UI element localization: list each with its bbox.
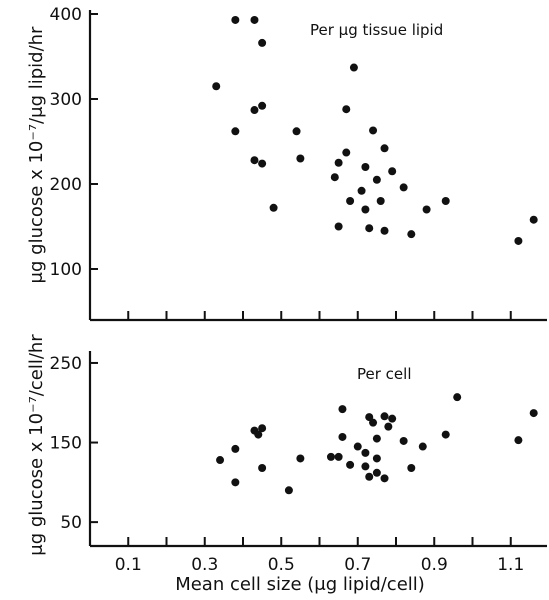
data-point (380, 226, 389, 235)
data-point (365, 472, 374, 481)
data-point (326, 452, 335, 461)
data-point (342, 148, 351, 157)
data-point (296, 154, 305, 163)
panel-per-cell: 50 150 250 0.1 0.3 0.5 0.7 0.9 1.1 Per cell μg glu… (26, 334, 547, 595)
data-point (372, 454, 381, 463)
panel-annotation: Per cell (357, 365, 412, 383)
data-point (399, 436, 408, 445)
y-axis-title: μg glucose x 10⁻⁷/cell/hr (26, 334, 47, 556)
y-axis-title: μg glucose x 10⁻⁷/μg lipid/hr (26, 26, 47, 284)
y-tick-label: 150 (50, 434, 82, 454)
data-point (380, 474, 389, 483)
data-point (212, 82, 221, 91)
data-point (269, 203, 278, 212)
data-point (388, 414, 397, 423)
data-point (258, 159, 267, 168)
data-point (376, 197, 385, 205)
x-tick-label: 1.1 (497, 555, 524, 575)
x-axis-title: Mean cell size (μg lipid/cell) (175, 574, 425, 595)
data-point (372, 434, 381, 443)
x-tick-label: 0.5 (268, 555, 295, 575)
x-tick-label: 0.9 (421, 555, 448, 575)
data-point (258, 424, 267, 433)
y-tick-label: 100 (50, 260, 82, 280)
data-point (380, 144, 389, 153)
data-point (216, 456, 225, 465)
data-point (258, 38, 267, 47)
data-point (422, 205, 431, 214)
data-point (346, 460, 355, 469)
x-tick-label: 0.7 (344, 555, 371, 575)
data-point (231, 444, 240, 453)
data-point (254, 430, 263, 439)
data-point (361, 448, 370, 457)
data-point (250, 15, 259, 24)
data-point (330, 173, 339, 182)
y-tick-label: 50 (60, 513, 82, 533)
data-point (365, 413, 374, 422)
data-point (284, 486, 293, 495)
data-point (361, 205, 370, 214)
data-point (334, 158, 343, 167)
data-point (231, 478, 240, 487)
panel-annotation: Per μg tissue lipid (310, 21, 443, 39)
data-point (380, 412, 389, 421)
data-point (529, 409, 538, 418)
data-point (349, 63, 358, 72)
data-point (399, 183, 408, 192)
data-point (361, 163, 370, 171)
panel-per-tissue-lipid: 100 200 300 400 Per μg tissue lipid μg glucos… (26, 5, 547, 322)
data-point (342, 105, 351, 114)
data-point (361, 462, 370, 471)
data-point (388, 167, 397, 176)
data-point (346, 197, 355, 205)
data-point (334, 222, 343, 231)
data-point (369, 418, 378, 427)
data-point (514, 436, 523, 445)
data-point (372, 468, 381, 477)
data-point (231, 127, 240, 136)
data-point (407, 464, 416, 473)
data-point (250, 106, 259, 115)
data-point (357, 186, 366, 195)
data-point (514, 236, 523, 245)
y-tick-label: 300 (50, 90, 82, 110)
y-tick-label: 400 (50, 5, 82, 25)
data-point (441, 197, 450, 205)
data-point (365, 224, 374, 233)
x-tick-label: 0.1 (115, 555, 142, 575)
y-tick-label: 200 (50, 175, 82, 195)
data-point (292, 127, 301, 136)
data-point (296, 454, 305, 463)
data-point (384, 422, 393, 431)
data-point (338, 432, 347, 441)
data-point (334, 452, 343, 461)
data-point (369, 126, 378, 135)
data-point (453, 393, 462, 402)
data-point (407, 230, 416, 239)
data-point (258, 464, 267, 473)
x-tick-label: 0.3 (191, 555, 218, 575)
data-point (353, 442, 362, 451)
data-point (372, 175, 381, 184)
data-point (258, 101, 267, 110)
y-tick-label: 250 (50, 354, 82, 374)
data-point (250, 156, 259, 165)
data-point (529, 215, 538, 224)
data-point (231, 15, 240, 24)
data-point (441, 430, 450, 439)
data-point (418, 442, 427, 451)
data-point (338, 405, 347, 414)
